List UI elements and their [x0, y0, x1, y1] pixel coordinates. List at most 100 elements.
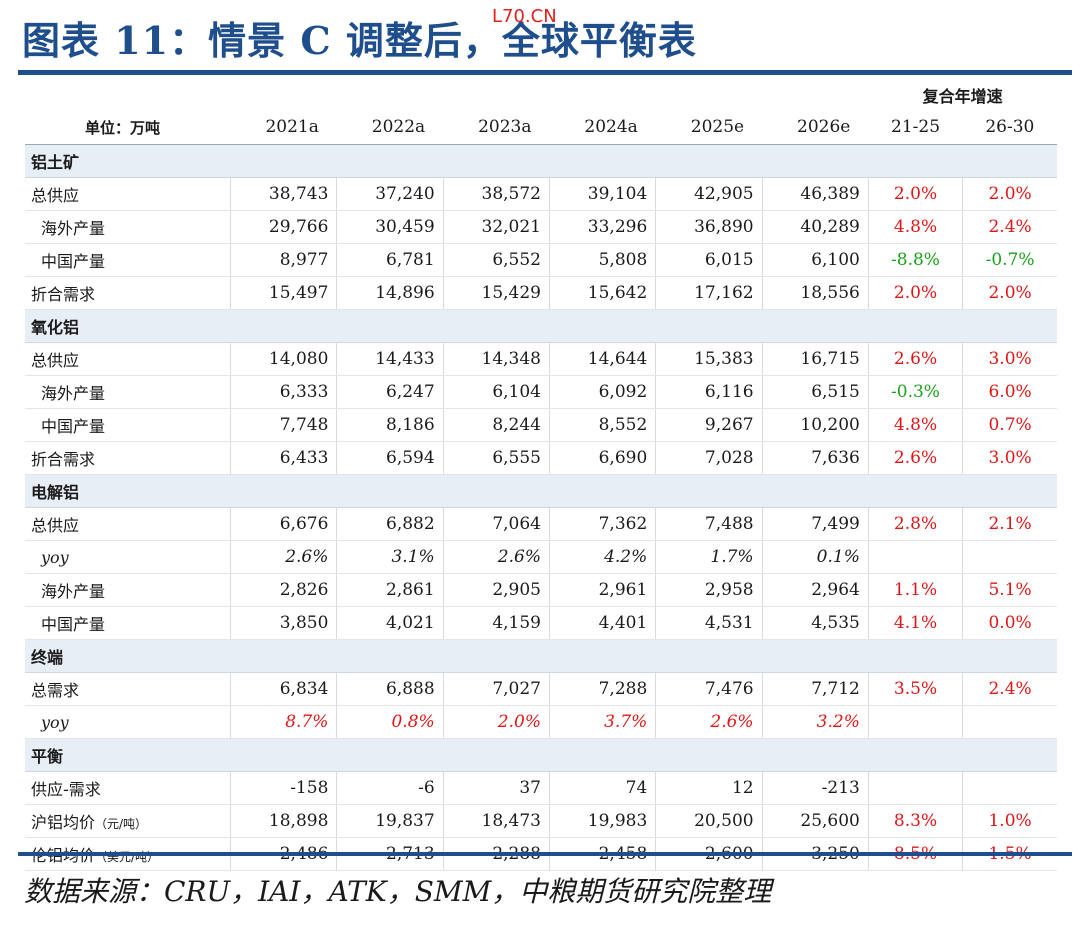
cagr-cell: 3.5% — [867, 672, 963, 706]
value-cell: 8,977 — [230, 243, 337, 277]
balance-table: 复合年增速 单位：万吨 2021a 2022a 2023a 2024a 2025… — [25, 80, 1057, 871]
value-cell: 37,240 — [336, 177, 444, 211]
value-cell: 15,642 — [548, 276, 656, 310]
cagr-cell: 5.1% — [962, 573, 1057, 607]
cagr-cell — [867, 540, 963, 574]
value-cell: 17,162 — [655, 276, 763, 310]
value-cell: 7,288 — [548, 672, 656, 706]
row-unit: （元/吨） — [95, 817, 148, 831]
row-label: yoy — [25, 540, 231, 574]
row-label: 折合需求 — [25, 276, 231, 310]
cagr-cell: 4.1% — [867, 606, 963, 640]
section-title: 氧化铝 — [25, 309, 1057, 343]
table-row: 中国产量 3,850 4,021 4,159 4,401 4,531 4,535 4.1% 0.… — [25, 606, 1057, 640]
section-title: 铝土矿 — [25, 144, 1057, 178]
value-cell: 42,905 — [655, 177, 763, 211]
table-row: 折合需求 15,497 14,896 15,429 15,642 17,162 18,556… — [25, 276, 1057, 310]
cagr-cell: 2.0% — [867, 177, 963, 211]
value-cell: 6,433 — [230, 441, 337, 475]
value-cell: 4,159 — [442, 606, 550, 640]
table-row: 海外产量 6,333 6,247 6,104 6,092 6,116 6,515 -0.3% 6… — [25, 375, 1057, 409]
header-row-years: 单位：万吨 2021a 2022a 2023a 2024a 2025e 2026… — [25, 110, 1057, 145]
value-cell: 7,499 — [761, 507, 869, 541]
value-cell: 2.6% — [230, 540, 337, 574]
value-cell: 8,244 — [442, 408, 550, 442]
value-cell: 7,064 — [442, 507, 550, 541]
value-cell: 7,027 — [442, 672, 550, 706]
value-cell: -6 — [336, 771, 444, 805]
value-cell: 25,600 — [761, 804, 869, 838]
value-cell: 6,882 — [336, 507, 444, 541]
cagr-cell: 3.0% — [962, 441, 1057, 475]
value-cell: 74 — [548, 771, 656, 805]
row-label-text: yoy — [41, 712, 69, 732]
row-label-text: 中国产量 — [41, 252, 106, 271]
value-cell: 19,837 — [336, 804, 444, 838]
table-row: 伦铝均价（美元/吨）2,4862,7132,2882,4582,6003,250… — [25, 837, 1057, 871]
cagr-cell: 2.0% — [962, 177, 1057, 211]
cagr-cell: 2.8% — [867, 507, 963, 541]
cagr-cell: -0.7% — [962, 243, 1057, 277]
value-cell: 6,552 — [442, 243, 550, 277]
value-cell: 2.6% — [655, 705, 763, 739]
cagr-cell: 2.0% — [867, 276, 963, 310]
value-cell: 18,898 — [230, 804, 337, 838]
value-cell: 38,743 — [230, 177, 337, 211]
value-cell: 6,781 — [336, 243, 444, 277]
year-header: 2021a — [230, 110, 337, 145]
section-title: 终端 — [25, 639, 1057, 673]
value-cell: 5,808 — [548, 243, 656, 277]
table-row: 总供应 6,676 6,882 7,064 7,362 7,488 7,499 2.8% 2.1… — [25, 507, 1057, 541]
value-cell: 7,488 — [655, 507, 763, 541]
value-cell: 3,850 — [230, 606, 337, 640]
cagr-cell: 1.1% — [867, 573, 963, 607]
value-cell: 40,289 — [761, 210, 869, 244]
row-label: 海外产量 — [25, 375, 231, 409]
row-label: 总供应 — [25, 507, 231, 541]
value-cell: 1.7% — [655, 540, 763, 574]
value-cell: 7,028 — [655, 441, 763, 475]
row-label-text: 折合需求 — [31, 285, 96, 304]
value-cell: 15,429 — [442, 276, 550, 310]
value-cell: 2,958 — [655, 573, 763, 607]
watermark-text: L70.CN — [492, 6, 557, 27]
value-cell: 6,676 — [230, 507, 337, 541]
value-cell: 4,401 — [548, 606, 656, 640]
row-label: 总需求 — [25, 672, 231, 706]
value-cell: 6,247 — [336, 375, 444, 409]
value-cell: 4,021 — [336, 606, 444, 640]
value-cell: 15,383 — [655, 342, 763, 376]
section-header-row: 氧化铝 — [25, 309, 1057, 343]
value-cell: -158 — [230, 771, 337, 805]
row-label-text: 海外产量 — [41, 582, 106, 601]
row-label: 中国产量 — [25, 408, 231, 442]
value-cell: 2,905 — [442, 573, 550, 607]
value-cell: 14,348 — [442, 342, 550, 376]
row-label-text: 中国产量 — [41, 417, 106, 436]
cagr-cell — [962, 705, 1057, 739]
value-cell: 4,535 — [761, 606, 869, 640]
row-label-text: 海外产量 — [41, 219, 106, 238]
value-cell: 18,556 — [761, 276, 869, 310]
row-label: 总供应 — [25, 342, 231, 376]
value-cell: 6,555 — [442, 441, 550, 475]
value-cell: 2,964 — [761, 573, 869, 607]
section-header-row: 终端 — [25, 639, 1057, 673]
year-header: 2023a — [443, 110, 550, 145]
table-row: 海外产量 29,766 30,459 32,021 33,296 36,890 40,289… — [25, 210, 1057, 244]
value-cell: 9,267 — [655, 408, 763, 442]
value-cell: 19,983 — [548, 804, 656, 838]
value-cell: 3.1% — [336, 540, 444, 574]
value-cell: 10,200 — [761, 408, 869, 442]
value-cell: 6,092 — [548, 375, 656, 409]
value-cell: 14,080 — [230, 342, 337, 376]
table-body: 复合年增速 单位：万吨 2021a 2022a 2023a 2024a 2025… — [25, 80, 1057, 871]
table-row: 中国产量 8,977 6,781 6,552 5,808 6,015 6,100 -8.8% -… — [25, 243, 1057, 277]
value-cell: 6,015 — [655, 243, 763, 277]
table-row: 折合需求 6,433 6,594 6,555 6,690 7,028 7,636 2.6% 3.… — [25, 441, 1057, 475]
value-cell: 3.7% — [548, 705, 656, 739]
value-cell: -213 — [761, 771, 869, 805]
value-cell: 30,459 — [336, 210, 444, 244]
value-cell: 6,690 — [548, 441, 656, 475]
row-label-text: 海外产量 — [41, 384, 106, 403]
